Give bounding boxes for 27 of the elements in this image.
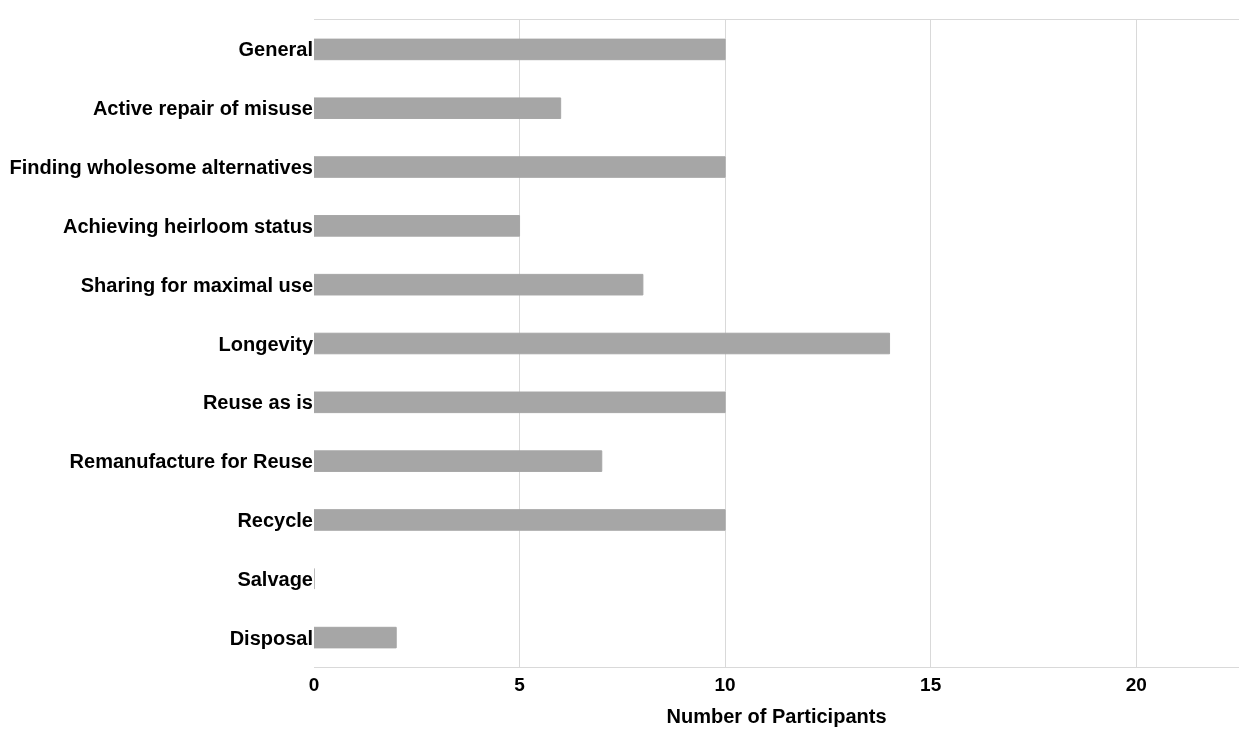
x-tick-label: 0 [308,673,320,695]
bar [314,391,726,414]
x-axis-title: Number of Participants [666,705,887,728]
x-tick-label: 5 [514,673,526,695]
bar [314,97,562,120]
bar [314,509,726,531]
bar [314,626,397,649]
x-tick-label: 15 [920,673,942,695]
bar [314,215,521,237]
bar [314,273,644,296]
y-tick-label: Finding wholesome alternatives [9,156,313,179]
bar [314,450,603,472]
y-tick-label: Remanufacture for Reuse [69,450,313,473]
bar [314,38,726,61]
y-tick-label: Sharing for maximal use [80,273,313,296]
y-tick-label: Reuse as is [202,391,313,414]
y-tick-label: Active repair of misuse [92,97,313,120]
y-tick-label: Disposal [229,626,313,649]
y-tick-label: Longevity [218,332,314,355]
x-tick-label: 10 [714,673,736,695]
y-tick-label: Salvage [237,567,313,590]
bar [314,332,891,355]
bar [314,156,726,178]
y-tick-label: General [238,38,313,61]
y-tick-label: Achieving heirloom status [62,214,313,237]
x-tick-label: 20 [1125,673,1147,695]
y-tick-label: Recycle [237,508,313,531]
